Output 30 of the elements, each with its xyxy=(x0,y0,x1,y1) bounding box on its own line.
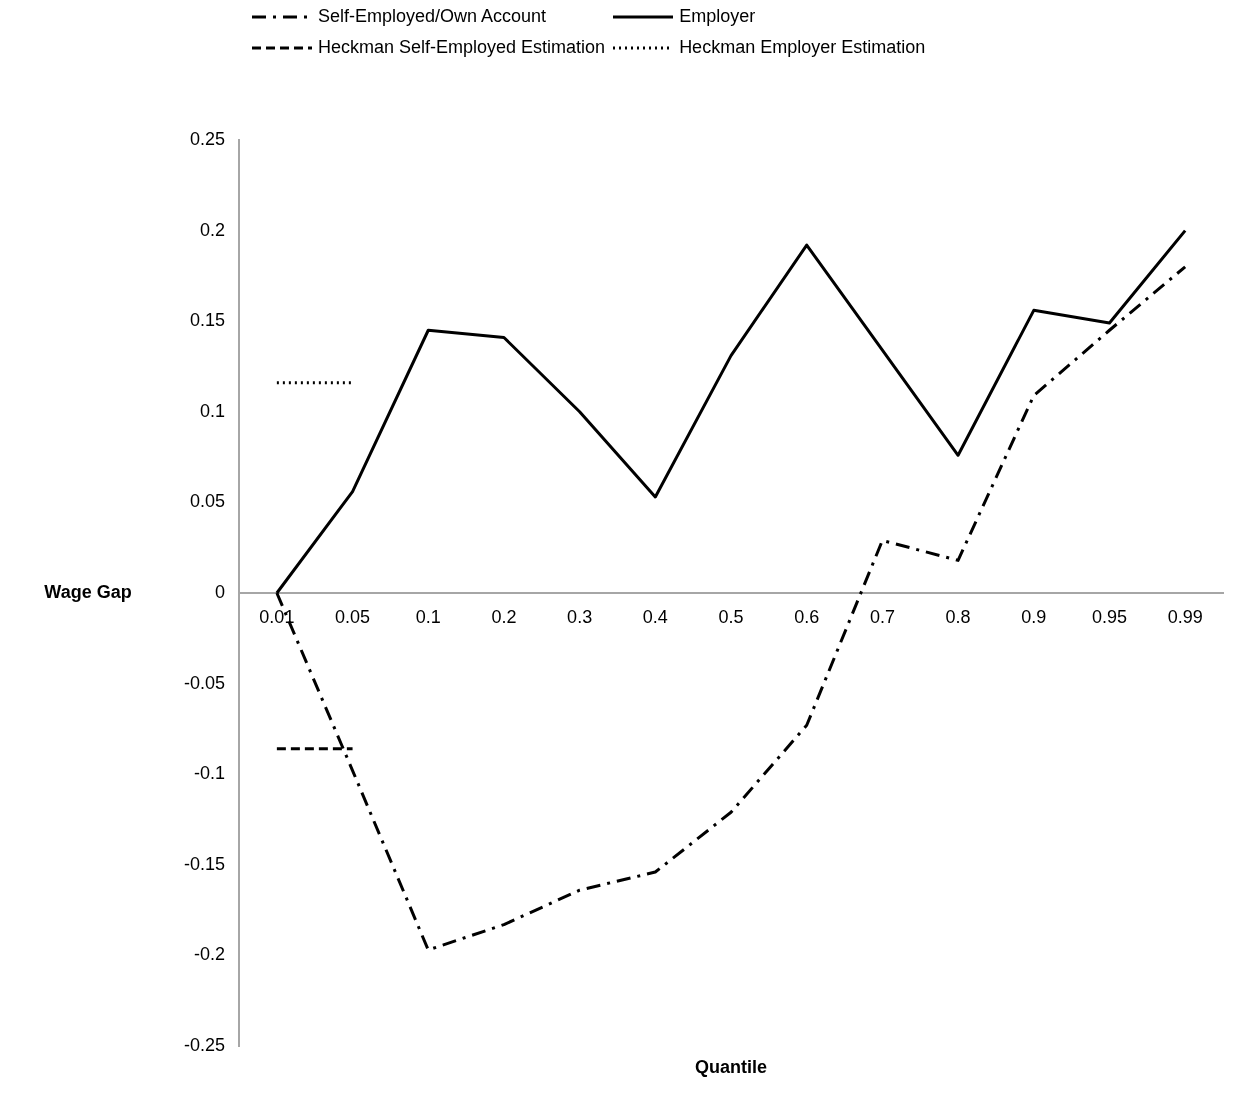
y-tick-label: -0.1 xyxy=(194,763,226,784)
y-tick-label: 0.15 xyxy=(189,310,226,331)
y-tick-label: -0.15 xyxy=(184,853,226,874)
x-tick-label: 0.99 xyxy=(1167,606,1203,627)
y-tick-label: -0.2 xyxy=(194,944,226,965)
x-tick-label: 0.05 xyxy=(335,606,371,627)
x-tick-label: 0.7 xyxy=(869,606,895,627)
y-tick-label: -0.05 xyxy=(184,672,226,693)
y-tick-label: 0.2 xyxy=(200,219,226,240)
x-tick-label: 0.6 xyxy=(794,606,820,627)
x-tick-label: 0.2 xyxy=(491,606,517,627)
x-tick-label: 0.5 xyxy=(718,606,744,627)
x-tick-label: 0.1 xyxy=(415,606,441,627)
x-tick-label: 0.01 xyxy=(259,606,295,627)
x-tick-label: 0.8 xyxy=(945,606,971,627)
y-axis-title: Wage Gap xyxy=(44,581,132,602)
y-tick-label: 0.25 xyxy=(189,128,226,149)
y-tick-label: 0.05 xyxy=(189,491,226,512)
x-tick-label: 0.4 xyxy=(642,606,668,627)
legend-label: Heckman Employer Estimation xyxy=(679,37,926,58)
x-axis-title: Quantile xyxy=(695,1056,768,1077)
y-tick-label: -0.25 xyxy=(184,1034,226,1055)
legend-label: Employer xyxy=(679,6,756,27)
legend-label: Heckman Self-Employed Estimation xyxy=(318,37,606,58)
legend-label: Self-Employed/Own Account xyxy=(318,6,547,27)
y-tick-label: 0.1 xyxy=(200,400,226,421)
y-tick-label: 0 xyxy=(215,581,226,602)
x-tick-label: 0.3 xyxy=(567,606,593,627)
x-tick-label: 0.95 xyxy=(1091,606,1127,627)
x-tick-label: 0.9 xyxy=(1021,606,1047,627)
